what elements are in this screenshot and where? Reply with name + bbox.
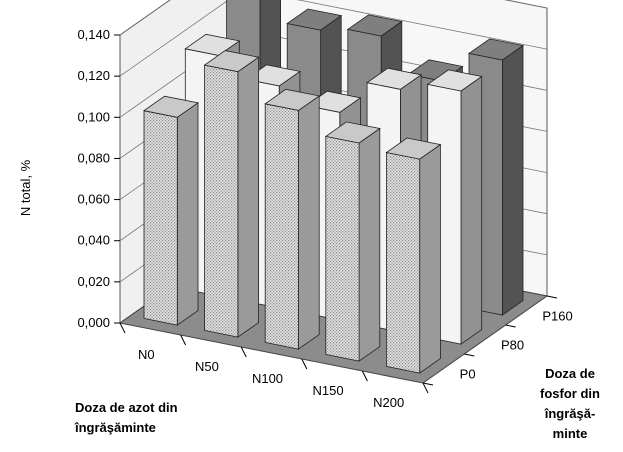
bar-front-face: [325, 135, 360, 362]
bar-top-face: [366, 67, 423, 90]
y-tick-label: 0,040: [77, 233, 110, 248]
y-tick-label: 0,060: [77, 192, 110, 207]
depth-axis-ticks: P0 P80 P160: [422, 295, 573, 386]
bar-top-face: [203, 50, 260, 73]
depth-tick-label: P80: [501, 338, 524, 353]
y-tick-label: 0,080: [77, 150, 110, 165]
bar: [203, 50, 260, 338]
bar: [143, 95, 199, 326]
y-tick-label: 0,000: [77, 315, 110, 330]
bar-top-face: [264, 88, 321, 111]
gridline: [119, 0, 548, 77]
y-axis-label: N total, %: [18, 159, 33, 216]
depth-axis-label-line-3: îngrăşă-: [544, 406, 596, 421]
x-axis-label-line-2: îngrăşăminte: [74, 420, 156, 435]
bar-top-face: [184, 33, 241, 56]
bar-front-face: [264, 103, 299, 350]
bar-top-face: [468, 38, 524, 61]
x-tick-label: N0: [138, 347, 155, 362]
x-tick-mark: [361, 370, 368, 382]
x-tick-mark: [240, 346, 247, 358]
y-tick-label: 0,140: [77, 27, 110, 42]
bar-top-face: [286, 8, 343, 31]
x-tick-mark: [422, 382, 429, 394]
gridline: [119, 0, 548, 36]
x-tick-label: N200: [373, 395, 404, 410]
bar-top-face: [324, 121, 381, 144]
bar-front-face: [204, 64, 239, 338]
depth-tick-mark: [546, 295, 558, 299]
bar-top-face: [305, 90, 362, 113]
x-tick-label: N150: [313, 383, 344, 398]
bar-side-face: [358, 127, 381, 362]
x-tick-mark: [301, 358, 308, 370]
depth-tick-label: P160: [542, 309, 572, 324]
x-axis-ticks: N0 N50 N100 N150 N200: [119, 322, 429, 410]
x-tick-label: N100: [252, 371, 283, 386]
bar-top-face: [143, 95, 199, 118]
bar-top-face: [426, 69, 483, 92]
x-tick-mark: [180, 334, 187, 346]
depth-tick-mark: [464, 353, 475, 357]
x-tick-label: N50: [195, 359, 219, 374]
depth-axis-label-line-4: minte: [553, 426, 588, 441]
bar-front-face: [143, 110, 178, 326]
bar-front-face: [385, 152, 421, 374]
depth-tick-label: P0: [460, 367, 476, 382]
bar-top-face: [385, 137, 442, 160]
bar-side-face: [298, 95, 320, 350]
y-tick-label: 0,020: [77, 274, 110, 289]
bar-top-face: [346, 14, 403, 37]
bar-side-face: [460, 75, 483, 345]
bar-side-face: [419, 143, 441, 374]
bar-top-face: [244, 64, 301, 87]
bar: [324, 121, 381, 362]
y-tick-label: 0,100: [77, 109, 110, 124]
bars: [143, 0, 524, 374]
bar: [264, 88, 321, 350]
depth-axis-label-line-1: Doza de: [545, 366, 595, 381]
depth-axis-label-line-2: fosfor din: [540, 386, 600, 401]
bar: [385, 137, 442, 374]
x-axis-label-line-1: Doza de azot din: [75, 400, 178, 415]
bar-side-face: [237, 56, 260, 338]
y-axis-ticks: 0,000 0,020 0,040 0,060 0,080 0,100 0,120 0,140: [77, 27, 120, 330]
bar-side-face: [501, 44, 524, 316]
x-tick-mark: [119, 322, 126, 334]
bar-side-face: [176, 102, 199, 326]
depth-tick-mark: [505, 324, 516, 328]
depth-tick-mark: [422, 382, 434, 386]
y-tick-label: 0,120: [77, 68, 110, 83]
